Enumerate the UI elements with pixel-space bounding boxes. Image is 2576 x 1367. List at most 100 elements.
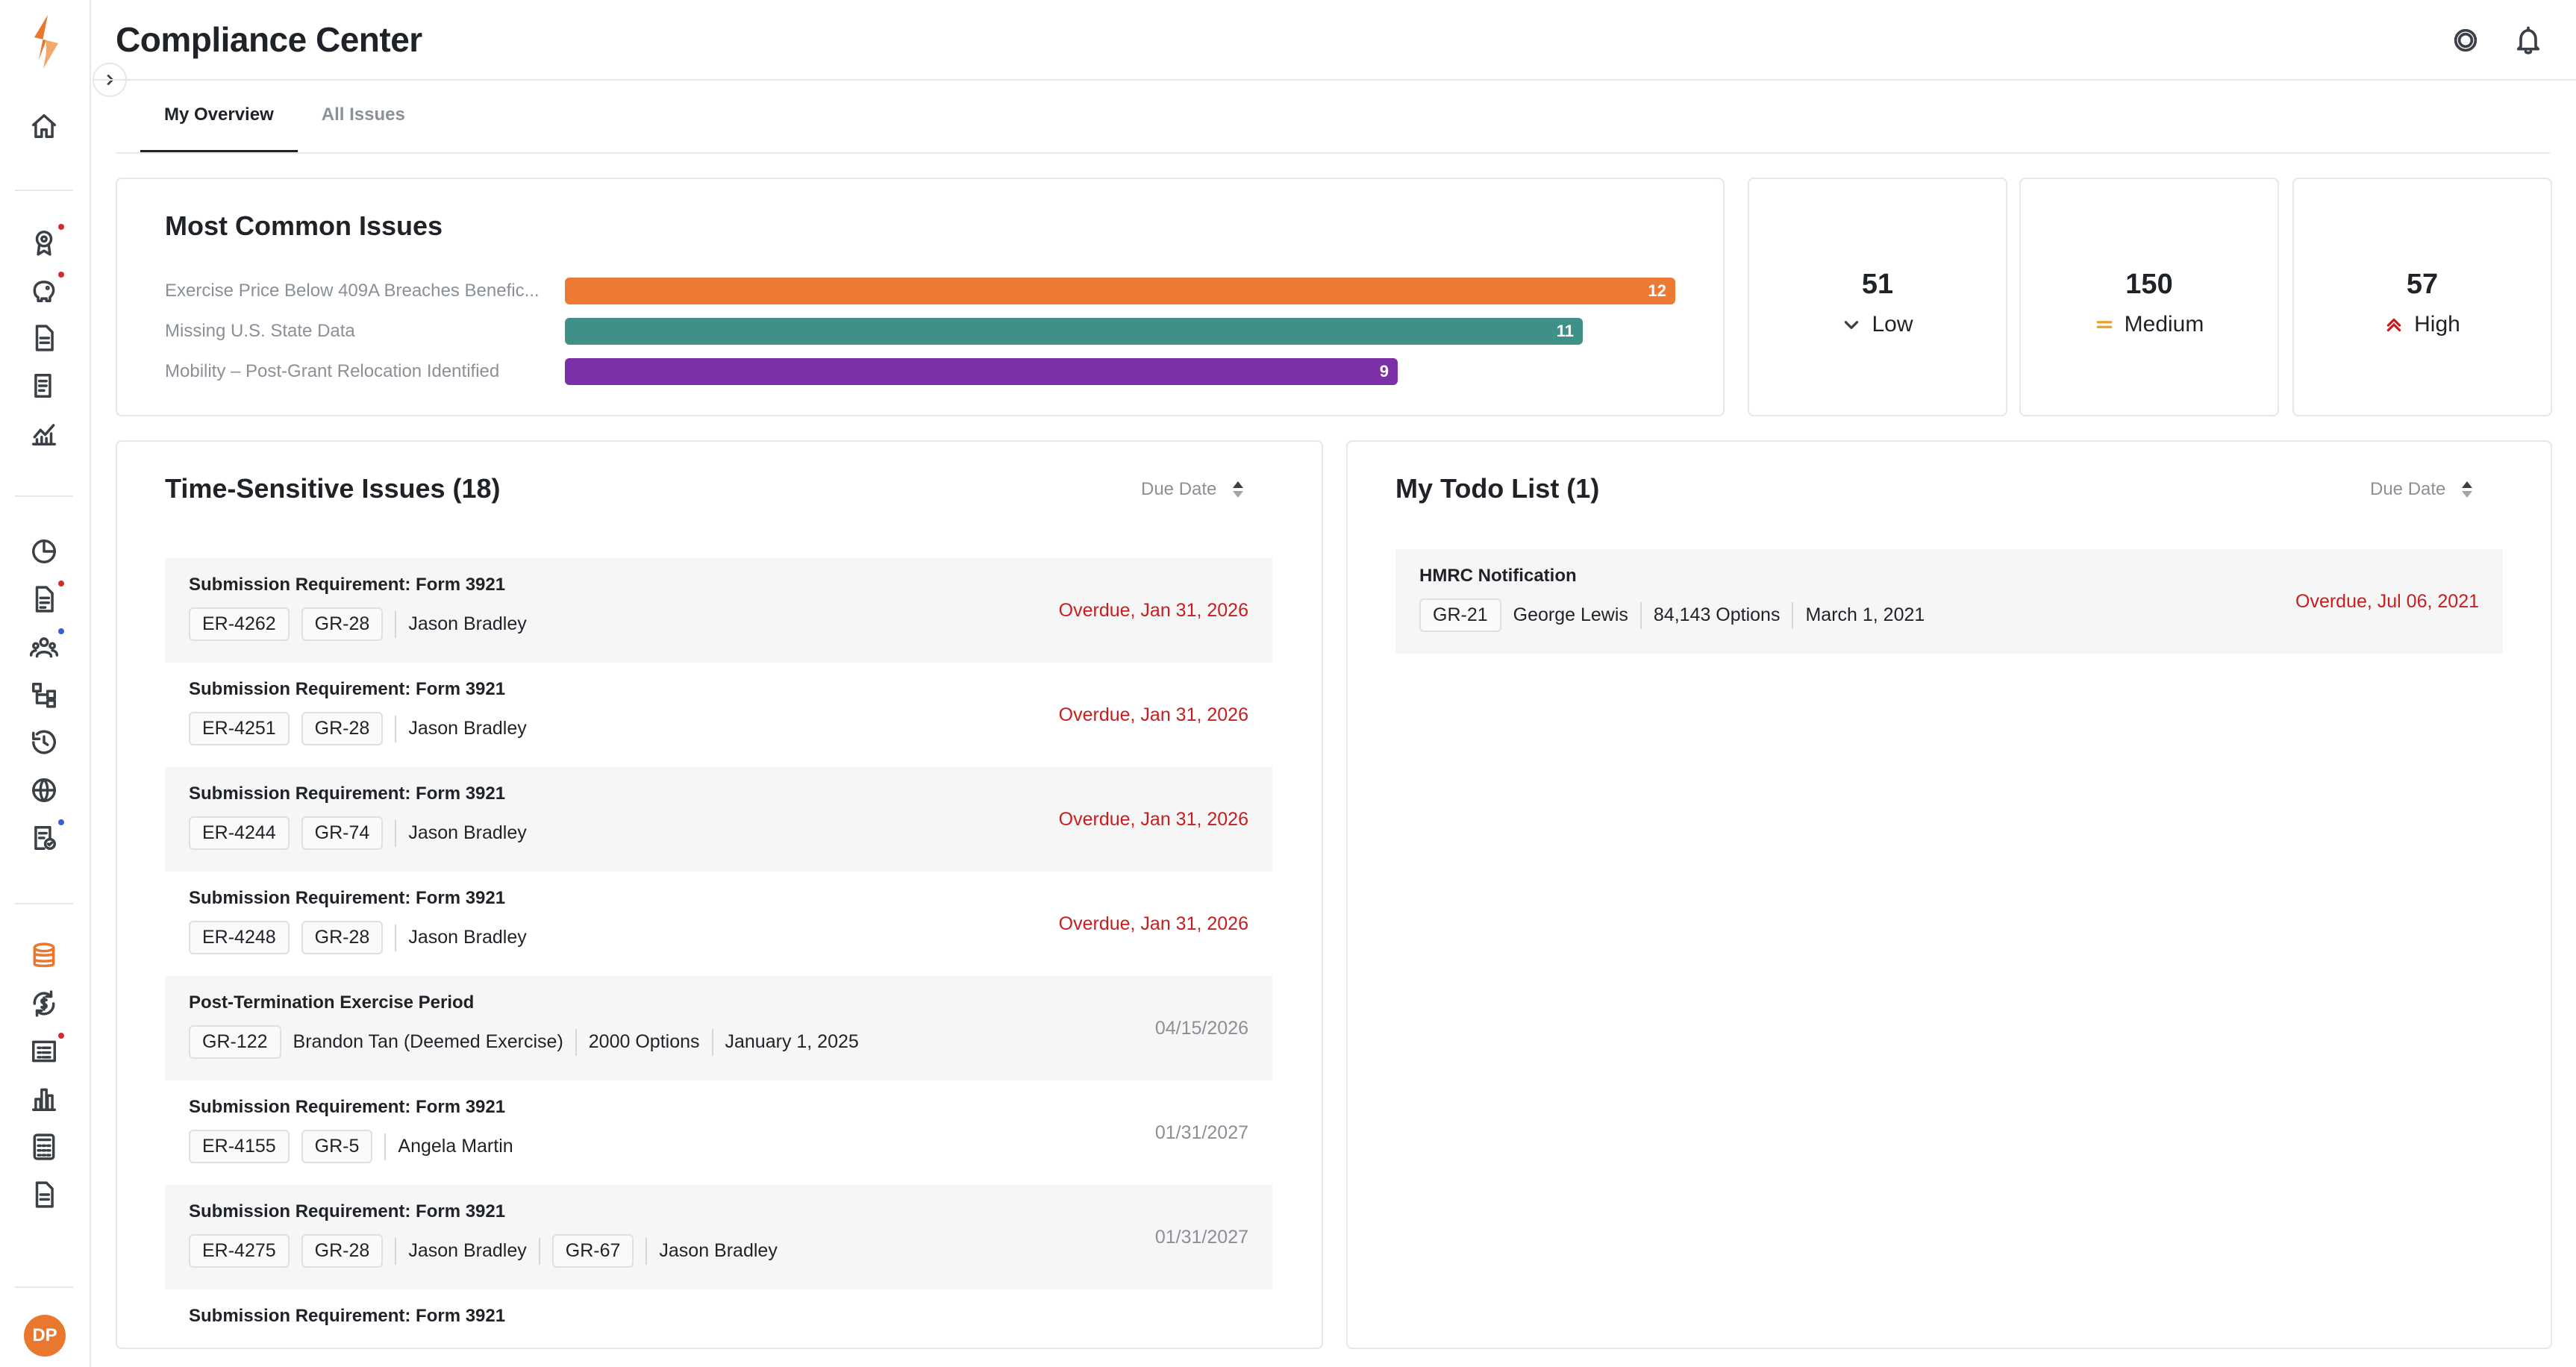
calculator-icon[interactable] [28, 1131, 60, 1163]
grant-chip[interactable]: GR-28 [301, 921, 384, 954]
brand-logo[interactable] [28, 15, 63, 69]
options-count: 84,143 Options [1653, 604, 1781, 625]
table-row[interactable]: Post-Termination Exercise Period GR-122 … [165, 976, 1272, 1080]
globe-icon[interactable] [28, 775, 60, 806]
issue-title: Submission Requirement: Form 3921 [189, 783, 506, 804]
table-row[interactable]: Submission Requirement: Form 3921 [165, 1289, 1272, 1348]
issue-title: Submission Requirement: Form 3921 [189, 1097, 506, 1117]
table-row[interactable]: Submission Requirement: Form 3921 ER-425… [165, 663, 1272, 767]
sort-due-date[interactable]: Due Date [1141, 479, 1245, 500]
grant-chip[interactable]: GR-28 [301, 607, 384, 641]
employee-chip[interactable]: ER-4244 [189, 816, 290, 850]
currency-exchange-icon[interactable] [28, 988, 60, 1019]
bar[interactable]: 11 [565, 318, 1583, 345]
avatar[interactable]: DP [24, 1315, 66, 1357]
analytics-icon[interactable] [28, 418, 60, 449]
person-name: Jason Bradley [408, 613, 527, 634]
sort-icon [1233, 481, 1244, 498]
double-chevron-up-icon [2386, 318, 2401, 332]
bar[interactable]: 12 [565, 278, 1675, 304]
person-name: George Lewis [1513, 604, 1628, 625]
database-icon[interactable] [28, 940, 60, 972]
todo-title: HMRC Notification [1419, 566, 1577, 586]
award-icon[interactable] [28, 224, 64, 258]
stat-card-low[interactable]: 51 Low [1748, 178, 2007, 416]
due-date: Overdue, Jul 06, 2021 [2295, 591, 2479, 612]
tab-bar: My Overview All Issues [140, 90, 429, 154]
list-card-icon[interactable] [28, 1033, 64, 1067]
sort-due-date[interactable]: Due Date [2370, 479, 2474, 500]
person-name: Jason Bradley [408, 822, 527, 843]
users-icon[interactable] [28, 628, 64, 663]
table-row[interactable]: Submission Requirement: Form 3921 ER-427… [165, 1185, 1272, 1289]
stat-card-high[interactable]: 57 High [2292, 178, 2552, 416]
history-icon[interactable] [28, 727, 60, 758]
stat-count: 51 [1861, 269, 1894, 300]
sort-label: Due Date [1141, 479, 1217, 499]
pie-chart-icon[interactable] [28, 536, 60, 567]
bell-icon[interactable] [2510, 22, 2546, 58]
piggy-bank-icon[interactable] [28, 272, 64, 306]
verified-doc-icon[interactable] [28, 819, 64, 854]
list-item[interactable]: HMRC Notification GR-21 George Lewis 84,… [1395, 549, 2503, 654]
person-name: Jason Bradley [408, 1240, 527, 1261]
grant-chip[interactable]: GR-122 [189, 1025, 281, 1059]
chevron-down-icon [1845, 321, 1859, 329]
grant-chip[interactable]: GR-5 [301, 1130, 373, 1163]
tab-all-issues[interactable]: All Issues [321, 104, 405, 125]
bar-label: Exercise Price Below 409A Breaches Benef… [165, 281, 540, 301]
stat-label: Medium [2124, 312, 2204, 337]
due-date: 01/31/2027 [1154, 1122, 1248, 1143]
report-icon[interactable] [28, 370, 60, 401]
bar-value: 12 [1648, 281, 1666, 300]
grant-chip[interactable]: GR-28 [301, 1234, 384, 1268]
time-sensitive-issues-card: Time-Sensitive Issues (18) Due Date Subm… [116, 440, 1323, 1349]
due-date: Overdue, Jan 31, 2026 [1058, 704, 1248, 725]
bar-chart-icon[interactable] [28, 1083, 60, 1115]
bar-value: 11 [1556, 322, 1574, 340]
table-row[interactable]: Submission Requirement: Form 3921 ER-415… [165, 1080, 1272, 1185]
grant-chip[interactable]: GR-21 [1419, 598, 1501, 632]
tab-my-overview[interactable]: My Overview [140, 90, 298, 154]
table-row[interactable]: Submission Requirement: Form 3921 ER-424… [165, 767, 1272, 872]
card-title: Time-Sensitive Issues (18) [165, 473, 501, 504]
status-ring-icon[interactable] [2448, 22, 2483, 58]
stat-card-medium[interactable]: 150 Medium [2019, 178, 2279, 416]
employee-chip[interactable]: ER-4275 [189, 1234, 290, 1268]
employee-chip[interactable]: ER-4248 [189, 921, 290, 954]
stat-count: 150 [2125, 269, 2173, 300]
person-name: Jason Bradley [659, 1240, 778, 1261]
issue-title: Submission Requirement: Form 3921 [189, 888, 506, 908]
todo-list-card: My Todo List (1) Due Date HMRC Notificat… [1346, 440, 2552, 1349]
issue-title: Submission Requirement: Form 3921 [189, 1201, 506, 1221]
page-title: Compliance Center [116, 20, 422, 59]
employee-chip[interactable]: ER-4262 [189, 607, 290, 641]
due-date: Overdue, Jan 31, 2026 [1058, 600, 1248, 621]
grant-date: January 1, 2025 [725, 1031, 859, 1052]
grant-chip[interactable]: GR-67 [551, 1234, 634, 1268]
card-title: Most Common Issues [165, 210, 443, 241]
due-date: 01/31/2027 [1154, 1227, 1248, 1248]
issue-title: Submission Requirement: Form 3921 [189, 679, 506, 699]
home-icon[interactable] [28, 110, 60, 142]
due-date: Overdue, Jan 31, 2026 [1058, 913, 1248, 934]
table-row[interactable]: Submission Requirement: Form 3921 ER-426… [165, 558, 1272, 663]
hierarchy-icon[interactable] [28, 679, 60, 710]
grant-date: March 1, 2021 [1805, 604, 1925, 625]
grant-chip[interactable]: GR-74 [301, 816, 384, 850]
bar[interactable]: 9 [565, 358, 1398, 385]
document-icon[interactable] [28, 322, 60, 354]
file-list-icon[interactable] [28, 581, 64, 615]
table-row[interactable]: Submission Requirement: Form 3921 ER-424… [165, 872, 1272, 976]
grant-chip[interactable]: GR-28 [301, 712, 384, 745]
file-icon[interactable] [28, 1179, 60, 1210]
options-count: 2000 Options [588, 1031, 700, 1052]
card-title: My Todo List (1) [1395, 473, 1600, 504]
person-name: Jason Bradley [408, 927, 527, 948]
bar-label: Missing U.S. State Data [165, 321, 355, 341]
due-date: 04/15/2026 [1154, 1018, 1248, 1039]
employee-chip[interactable]: ER-4155 [189, 1130, 290, 1163]
issue-title: Post-Termination Exercise Period [189, 992, 475, 1013]
employee-chip[interactable]: ER-4251 [189, 712, 290, 745]
